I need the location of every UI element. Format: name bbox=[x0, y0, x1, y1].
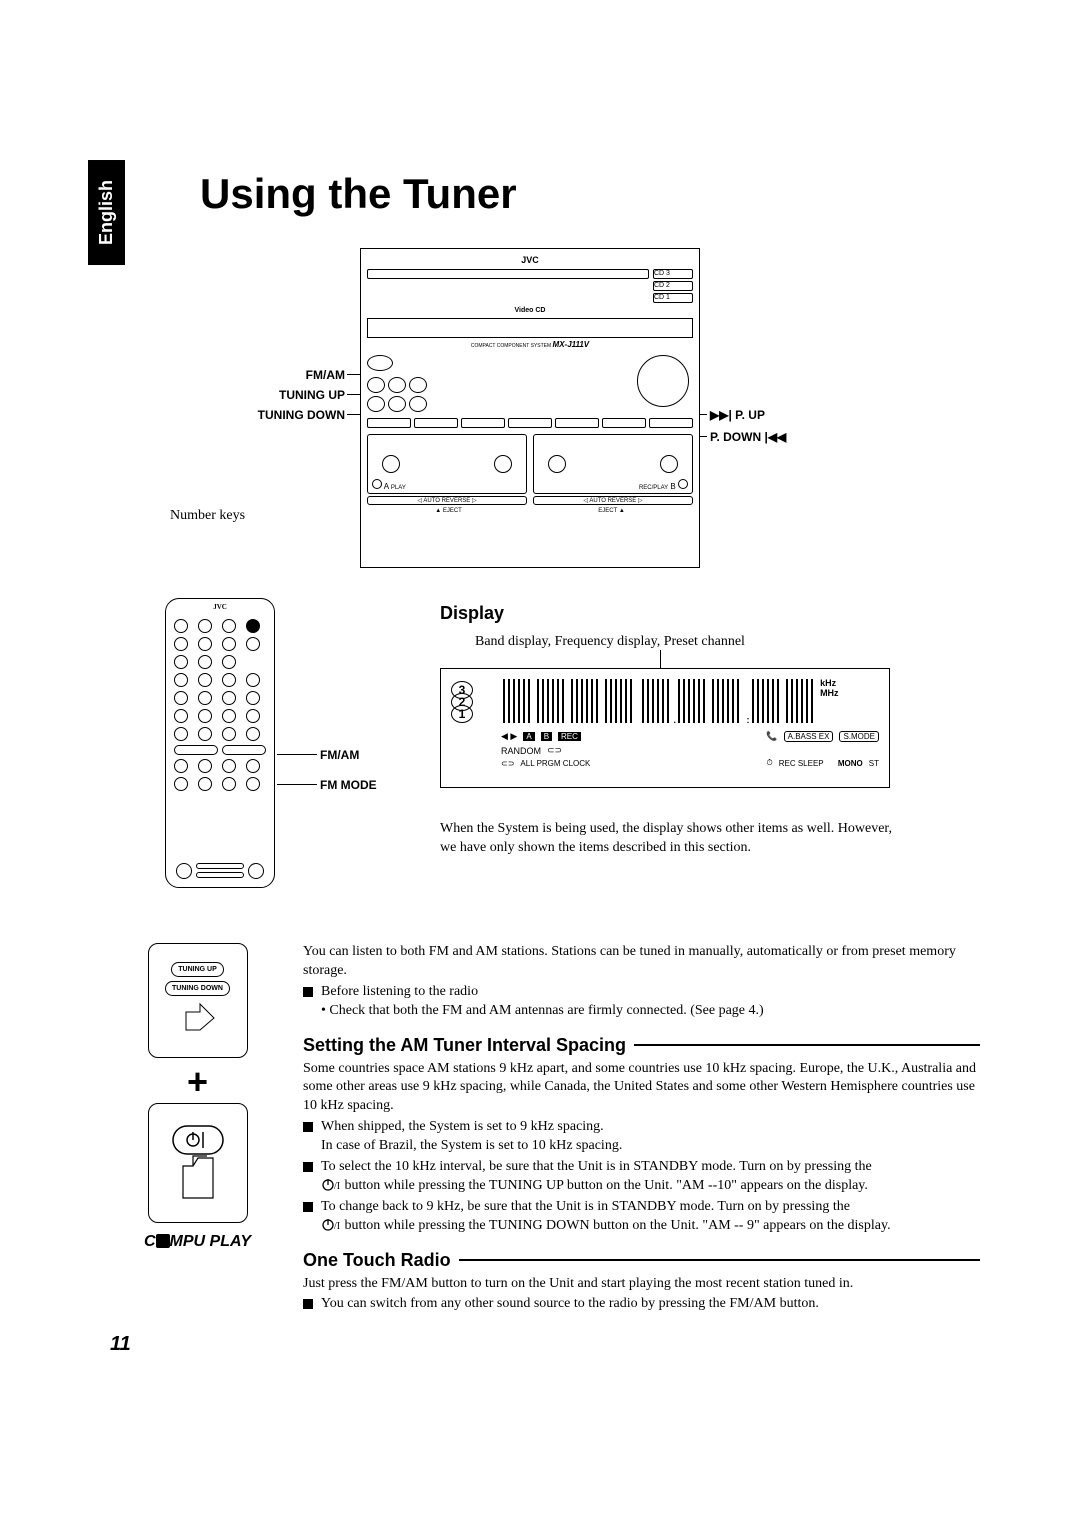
model-name: MX-J111V bbox=[553, 340, 590, 349]
one-touch-b1: You can switch from any other sound sour… bbox=[321, 1295, 819, 1314]
display-caption: Band display, Frequency display, Preset … bbox=[475, 634, 745, 650]
display-heading: Display bbox=[440, 603, 504, 624]
section-am-heading: Setting the AM Tuner Interval Spacing bbox=[303, 1035, 980, 1056]
badge-abass: A.BASS EX bbox=[784, 731, 834, 742]
power-button-illustration bbox=[148, 1103, 248, 1223]
stereo-brand: JVC bbox=[367, 255, 693, 265]
am-b3: To change back to 9 kHz, be sure that th… bbox=[321, 1198, 891, 1236]
power-icon: /I bbox=[321, 1218, 341, 1232]
remote-fm-am-label: FM/AM bbox=[320, 748, 359, 762]
indicator-a: A bbox=[523, 732, 534, 741]
remote-display-area: JVC FM/AM F bbox=[110, 588, 980, 933]
khz-label: kHz bbox=[820, 678, 836, 688]
videocd-label: Video CD bbox=[367, 307, 693, 314]
cassette-deck-b: REC/PLAY B bbox=[533, 434, 693, 494]
label-p-up: ▶▶| P. UP bbox=[710, 408, 765, 422]
bullet-icon bbox=[303, 1122, 313, 1132]
prev-track-icon: |◀◀ bbox=[764, 430, 786, 444]
random-label: RANDOM bbox=[501, 746, 541, 756]
before-listening-text: Before listening to the radio bbox=[321, 983, 478, 1002]
page-content: English Using the Tuner FM/AM TUNING UP … bbox=[110, 170, 980, 1314]
stereo-unit-illustration: JVC CD 3 CD 2 CD 1 Video CD COMPACT COMP… bbox=[360, 248, 700, 568]
badge-smode: S.MODE bbox=[839, 731, 879, 742]
main-content: TUNING UP TUNING DOWN + CMPU PLAY bbox=[110, 943, 980, 1314]
page-title: Using the Tuner bbox=[200, 170, 980, 218]
am-p1: Some countries space AM stations 9 kHz a… bbox=[303, 1060, 980, 1117]
am-b2: To select the 10 kHz interval, be sure t… bbox=[321, 1158, 872, 1196]
cd2-slot: CD 2 bbox=[653, 281, 693, 291]
label-fm-am: FM/AM bbox=[255, 368, 345, 382]
st-label: ST bbox=[869, 759, 879, 768]
bullet-icon bbox=[303, 1162, 313, 1172]
power-button bbox=[367, 355, 393, 371]
cd1-slot: CD 1 bbox=[653, 293, 693, 303]
stereo-diagram-area: FM/AM TUNING UP TUNING DOWN ▶▶| P. UP P.… bbox=[110, 248, 980, 588]
segment-display: . : kHz MHz bbox=[501, 679, 879, 725]
indicator-rec: REC bbox=[558, 732, 581, 741]
display-note: When the System is being used, the displ… bbox=[440, 820, 900, 858]
mhz-label: MHz bbox=[820, 688, 839, 698]
tuning-buttons-illustration: TUNING UP TUNING DOWN bbox=[148, 943, 248, 1058]
am-b1: When shipped, the System is set to 9 kHz… bbox=[321, 1119, 604, 1134]
cd3-slot: CD 3 bbox=[653, 269, 693, 279]
remote-control-illustration: JVC bbox=[165, 598, 275, 888]
svg-text:/I: /I bbox=[334, 1181, 340, 1192]
power-icon: /I bbox=[321, 1178, 341, 1192]
disc-indicator-stack: 3 2 1 bbox=[451, 687, 473, 723]
next-track-icon: ▶▶| bbox=[710, 408, 732, 422]
indicator-b: B bbox=[541, 732, 552, 741]
cassette-deck-a: A PLAY bbox=[367, 434, 527, 494]
svg-text:/I: /I bbox=[334, 1221, 340, 1232]
plus-icon: + bbox=[110, 1068, 285, 1097]
rec-sleep-label: REC SLEEP bbox=[779, 759, 824, 768]
page-number: 11 bbox=[110, 1333, 131, 1356]
bullet-icon bbox=[303, 1299, 313, 1309]
intro-text: You can listen to both FM and AM station… bbox=[303, 943, 980, 981]
label-tuning-down: TUNING DOWN bbox=[230, 408, 345, 422]
section-one-touch-heading: One Touch Radio bbox=[303, 1250, 980, 1271]
mono-label: MONO bbox=[838, 759, 863, 768]
before-point: • Check that both the FM and AM antennas… bbox=[321, 1002, 980, 1021]
display-panel-illustration: 3 2 1 . : kHz MHz ◀ ▶ A B R bbox=[440, 668, 890, 788]
all-prgm-clock-label: ALL PRGM CLOCK bbox=[520, 759, 590, 768]
label-p-down: P. DOWN |◀◀ bbox=[710, 430, 786, 444]
remote-fm-mode-label: FM MODE bbox=[320, 778, 377, 792]
number-keys-label: Number keys bbox=[170, 508, 245, 524]
compu-play-logo: CMPU PLAY bbox=[110, 1233, 285, 1251]
bullet-icon bbox=[303, 987, 313, 997]
one-touch-p1: Just press the FM/AM button to turn on t… bbox=[303, 1275, 980, 1294]
label-tuning-up: TUNING UP bbox=[255, 388, 345, 402]
am-b1-sub: In case of Brazil, the System is set to … bbox=[321, 1138, 622, 1153]
bullet-icon bbox=[303, 1202, 313, 1212]
model-prefix: COMPACT COMPONENT SYSTEM bbox=[471, 343, 551, 349]
